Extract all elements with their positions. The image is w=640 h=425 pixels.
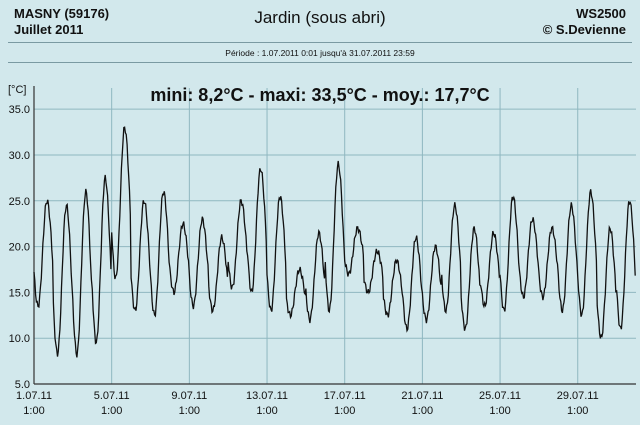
x-tick-label: 1:00 (334, 405, 355, 417)
y-tick-label: 30.0 (9, 150, 30, 162)
model-label: WS2500 (576, 6, 626, 21)
author-label: © S.Devienne (542, 22, 626, 37)
x-tick-label: 17.07.11 (324, 390, 366, 402)
header-divider (8, 42, 632, 43)
chart-grid (33, 88, 636, 385)
temperature-line (33, 126, 636, 358)
station-name: MASNY (59176) (14, 6, 110, 21)
x-tick-label: 1:00 (412, 405, 433, 417)
x-tick-label: 1:00 (23, 405, 44, 417)
y-tick-label: 25.0 (9, 196, 30, 208)
y-tick-label: 10.0 (9, 333, 30, 345)
x-tick-label: 1:00 (101, 405, 122, 417)
x-tick-label: 1:00 (179, 405, 200, 417)
chart-title: Jardin (sous abri) (254, 8, 386, 27)
y-tick-label: 35.0 (9, 104, 30, 116)
x-tick-label: 21.07.11 (401, 390, 443, 402)
month-label: Juillet 2011 (14, 22, 84, 37)
stats-summary: mini: 8,2°C - maxi: 33,5°C - moy.: 17,7°… (150, 85, 490, 105)
x-tick-label: 1:00 (567, 405, 588, 417)
x-tick-label: 1.07.11 (16, 390, 52, 402)
y-tick-labels: 5.0 10.0 15.0 20.0 25.0 30.0 35.0 (9, 104, 30, 391)
y-tick-label: 5.0 (15, 379, 30, 391)
x-tick-label: 29.07.11 (557, 390, 599, 402)
x-tick-label: 5.07.11 (94, 390, 130, 402)
x-tick-label: 1:00 (489, 405, 510, 417)
y-tick-label: 15.0 (9, 287, 30, 299)
x-tick-label: 9.07.11 (171, 390, 207, 402)
chart-frame (33, 86, 636, 385)
y-tick-label: 20.0 (9, 242, 30, 254)
y-axis-label: [°C] (8, 84, 26, 96)
x-tick-label: 25.07.11 (479, 390, 521, 402)
x-tick-labels: 1.07.11 1:00 5.07.11 1:00 9.07.11 1:00 13.07.1… (16, 390, 599, 417)
period-label: Période : 1.07.2011 0:01 jusqu'à 31.07.2… (225, 48, 415, 58)
period-divider (8, 62, 632, 63)
x-tick-label: 1:00 (256, 405, 277, 417)
x-tick-label: 13.07.11 (246, 390, 288, 402)
